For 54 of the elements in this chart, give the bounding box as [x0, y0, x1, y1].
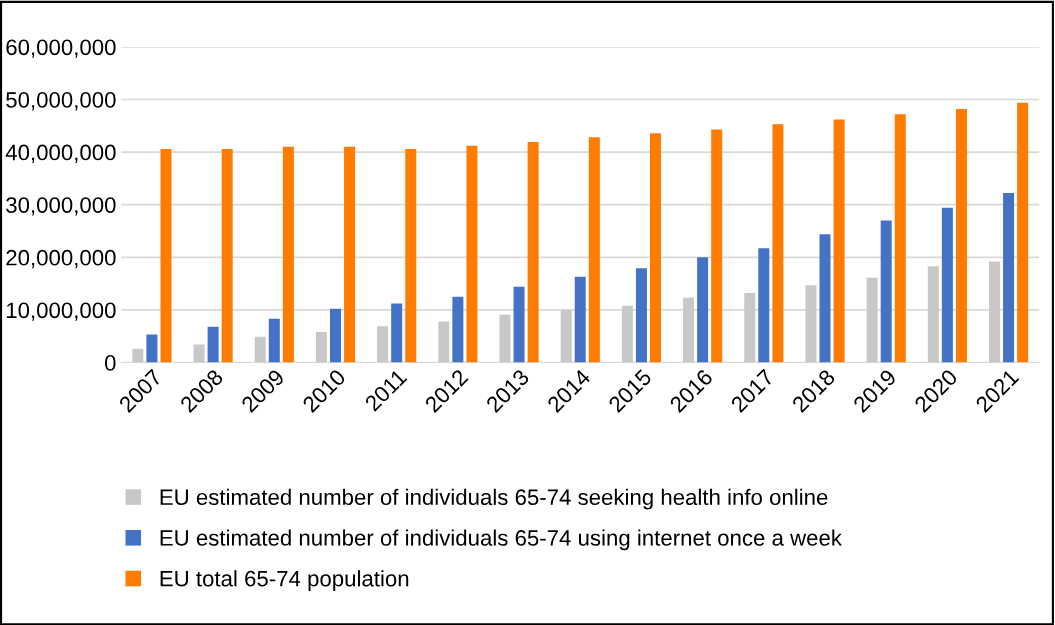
bar	[221, 148, 233, 363]
bar	[650, 133, 662, 363]
bar	[635, 268, 647, 363]
bar	[315, 331, 327, 363]
bar	[527, 142, 539, 363]
bar	[955, 108, 967, 363]
bar	[452, 296, 464, 363]
bar	[866, 277, 878, 363]
bar	[344, 146, 356, 363]
bar	[146, 334, 158, 363]
bar	[193, 344, 205, 363]
bar	[207, 326, 219, 363]
bar	[697, 257, 709, 363]
bar	[833, 119, 845, 363]
bar	[160, 148, 172, 363]
bar	[254, 336, 266, 363]
bar	[466, 145, 478, 363]
bar	[744, 293, 756, 363]
bar	[574, 276, 586, 363]
bar	[819, 234, 831, 363]
bar	[1017, 102, 1029, 363]
bar	[894, 114, 906, 363]
bar	[391, 303, 403, 363]
bar	[560, 309, 572, 363]
y-tick-label: 10,000,000	[6, 302, 116, 321]
bar	[880, 220, 892, 363]
bar	[621, 305, 633, 363]
y-tick-label: 40,000,000	[5, 144, 116, 163]
bar	[268, 318, 280, 363]
bar	[1003, 193, 1015, 363]
y-tick-label: 60,000,000	[6, 39, 116, 58]
bar	[758, 248, 770, 363]
bar	[282, 146, 294, 363]
y-tick-label: 20,000,000	[6, 249, 116, 269]
bar	[438, 321, 450, 363]
bar	[499, 314, 511, 363]
bar	[405, 148, 417, 363]
bar	[329, 308, 341, 363]
bar	[772, 124, 784, 363]
y-tick-label: 50,000,000	[6, 92, 116, 111]
bar	[588, 137, 600, 363]
bar	[941, 207, 953, 363]
bar	[377, 326, 389, 363]
bar	[132, 348, 144, 363]
bar	[711, 129, 723, 363]
bar	[683, 297, 695, 363]
legend-label: EU total 65-74 population	[160, 570, 409, 591]
y-tick-label: 30,000,000	[6, 197, 116, 216]
y-tick-label: 0	[104, 355, 116, 371]
legend-label: EU estimated number of individuals 65-74 using internet once a week	[160, 529, 842, 551]
bar	[805, 285, 817, 363]
legend-label: EU estimated number of individuals 65-74 seeking health info online	[160, 488, 828, 510]
bar	[927, 266, 939, 363]
bar	[513, 286, 525, 363]
